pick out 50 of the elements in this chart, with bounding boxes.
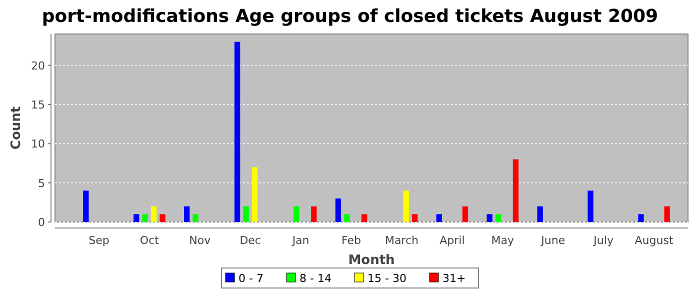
y-tick-label: 15	[31, 98, 45, 112]
bar	[537, 206, 543, 222]
bar	[142, 214, 148, 222]
bar	[335, 198, 342, 222]
x-tick-label: Feb	[342, 234, 362, 247]
legend-label: 8 - 14	[300, 272, 332, 285]
x-axis-title: Month	[348, 253, 395, 268]
y-tick-label: 0	[38, 216, 45, 229]
bar	[311, 206, 317, 222]
y-tick-label: 5	[38, 176, 45, 190]
bar	[361, 214, 368, 222]
x-tick-label: Dec	[240, 234, 261, 247]
y-tick-label: 20	[31, 59, 45, 72]
bar	[412, 214, 418, 222]
bar	[234, 42, 240, 222]
bar	[184, 206, 190, 222]
x-tick-label: Sep	[88, 234, 110, 247]
bar	[134, 214, 140, 222]
x-tick-label: May	[491, 234, 515, 247]
bar	[486, 214, 492, 222]
bar	[512, 159, 519, 222]
bar	[588, 190, 594, 222]
bar	[403, 190, 409, 222]
x-tick-label: Nov	[189, 234, 212, 247]
bar	[252, 167, 258, 222]
x-tick-label: March	[384, 234, 419, 247]
bar	[436, 214, 442, 222]
bar	[160, 214, 166, 222]
chart-title: port-modifications Age groups of closed tickets August 2009	[42, 6, 658, 27]
y-tick-label: 10	[31, 138, 45, 151]
bar	[344, 214, 350, 222]
x-tick-label: Jan	[291, 234, 310, 247]
bar	[243, 206, 249, 222]
bar	[638, 214, 644, 222]
bar	[294, 206, 300, 222]
x-tick-label: April	[440, 234, 465, 247]
bar	[192, 214, 198, 222]
legend-label: 31+	[442, 272, 466, 285]
y-axis-title: Count	[9, 106, 24, 150]
bar	[150, 206, 157, 222]
legend-label: 15 - 30	[368, 272, 406, 285]
bar	[664, 206, 670, 222]
x-tick-label: August	[634, 234, 674, 247]
x-tick-label: Oct	[140, 234, 160, 247]
bar	[83, 190, 89, 222]
bar	[495, 214, 502, 222]
x-tick-label: July	[592, 234, 614, 247]
x-tick-label: June	[540, 234, 566, 247]
legend-label: 0 - 7	[238, 272, 264, 285]
bar	[462, 206, 468, 222]
